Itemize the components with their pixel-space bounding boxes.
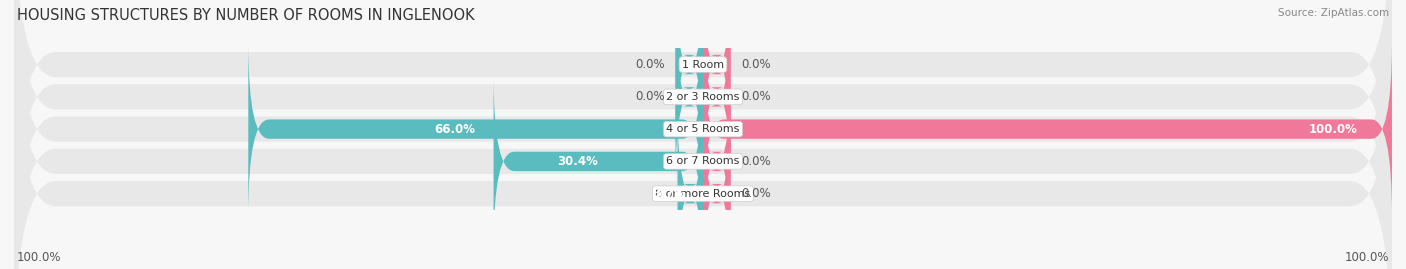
Text: 100.0%: 100.0% <box>17 251 62 264</box>
FancyBboxPatch shape <box>249 42 703 216</box>
Text: 0.0%: 0.0% <box>741 155 770 168</box>
FancyBboxPatch shape <box>14 0 1392 269</box>
FancyBboxPatch shape <box>703 74 731 249</box>
Text: 8 or more Rooms: 8 or more Rooms <box>655 189 751 199</box>
Text: Source: ZipAtlas.com: Source: ZipAtlas.com <box>1278 8 1389 18</box>
FancyBboxPatch shape <box>678 107 703 269</box>
Text: 2 or 3 Rooms: 2 or 3 Rooms <box>666 92 740 102</box>
FancyBboxPatch shape <box>494 74 703 249</box>
Text: 0.0%: 0.0% <box>636 90 665 103</box>
FancyBboxPatch shape <box>14 0 1392 246</box>
FancyBboxPatch shape <box>703 107 731 269</box>
FancyBboxPatch shape <box>14 0 1392 269</box>
FancyBboxPatch shape <box>14 0 1392 269</box>
FancyBboxPatch shape <box>703 10 731 184</box>
Text: 0.0%: 0.0% <box>636 58 665 71</box>
FancyBboxPatch shape <box>14 13 1392 269</box>
Text: 100.0%: 100.0% <box>1344 251 1389 264</box>
Text: 3.7%: 3.7% <box>654 187 686 200</box>
Legend: Owner-occupied, Renter-occupied: Owner-occupied, Renter-occupied <box>578 266 828 269</box>
FancyBboxPatch shape <box>675 10 703 184</box>
FancyBboxPatch shape <box>675 0 703 152</box>
Text: 4 or 5 Rooms: 4 or 5 Rooms <box>666 124 740 134</box>
Text: 0.0%: 0.0% <box>741 58 770 71</box>
Text: 66.0%: 66.0% <box>434 123 475 136</box>
Text: 100.0%: 100.0% <box>1309 123 1358 136</box>
Text: 0.0%: 0.0% <box>741 187 770 200</box>
Text: 30.4%: 30.4% <box>557 155 598 168</box>
Text: 0.0%: 0.0% <box>741 90 770 103</box>
FancyBboxPatch shape <box>703 0 731 152</box>
FancyBboxPatch shape <box>703 42 1392 216</box>
Text: 6 or 7 Rooms: 6 or 7 Rooms <box>666 156 740 167</box>
Text: HOUSING STRUCTURES BY NUMBER OF ROOMS IN INGLENOOK: HOUSING STRUCTURES BY NUMBER OF ROOMS IN… <box>17 8 474 23</box>
Text: 1 Room: 1 Room <box>682 59 724 70</box>
